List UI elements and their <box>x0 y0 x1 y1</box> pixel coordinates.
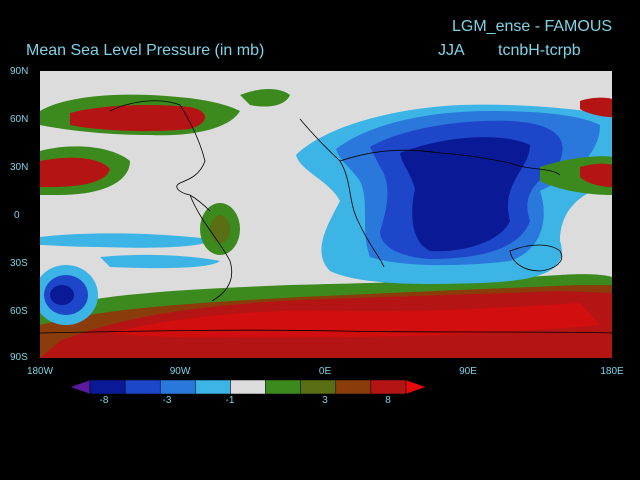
colorbar-label-neg3: -3 <box>162 395 172 406</box>
colorbar-label-neg1: -1 <box>225 395 235 406</box>
eurasian-indian-low <box>296 104 612 284</box>
lon-label-90w: 90W <box>169 366 191 377</box>
lat-label-60n: 60N <box>10 114 29 125</box>
colorbar-label-8: 8 <box>385 395 391 406</box>
colorbar-segment-8 <box>335 380 372 394</box>
lat-label-90s: 90S <box>10 352 28 363</box>
lat-label-90n: 90N <box>10 66 29 77</box>
lon-label-180e: 180E <box>600 366 624 377</box>
lat-label-60s: 60S <box>10 306 28 317</box>
colorbar-segment-2 <box>124 380 161 394</box>
colorbar <box>70 380 426 394</box>
coastlines <box>40 100 612 334</box>
tropical-features <box>40 203 240 269</box>
lon-label-180w: 180W <box>26 366 54 377</box>
south-pacific-low <box>40 265 98 325</box>
colorbar-segment-0 <box>70 380 91 394</box>
lat-label-0: 0 <box>14 210 20 221</box>
colorbar-segment-3 <box>159 380 196 394</box>
colorbar-label-3: 3 <box>322 395 328 406</box>
experiment-code: tcnbH-tcrpb <box>498 42 581 59</box>
colorbar-segment-6 <box>265 380 301 394</box>
colorbar-segment-5 <box>230 380 266 394</box>
colorbar-label-neg8: -8 <box>99 395 109 406</box>
colorbar-segment-1 <box>89 380 126 394</box>
lat-label-30n: 30N <box>10 162 29 173</box>
lon-label-0e: 0E <box>318 366 332 377</box>
northern-highs <box>40 89 612 195</box>
season-label: JJA <box>438 42 465 59</box>
colorbar-segment-4 <box>195 380 231 394</box>
colorbar-segment-9 <box>370 380 407 394</box>
experiment-title: LGM_ense - FAMOUS <box>452 18 613 35</box>
colorbar-segment-7 <box>300 380 337 394</box>
plot-title: Mean Sea Level Pressure (in mb) <box>26 42 265 59</box>
pressure-anomaly-map <box>40 71 612 358</box>
colorbar-segment-10 <box>405 380 426 394</box>
lat-label-30s: 30S <box>10 258 28 269</box>
lon-label-90e: 90E <box>459 366 477 377</box>
southern-ocean-high <box>40 274 612 358</box>
